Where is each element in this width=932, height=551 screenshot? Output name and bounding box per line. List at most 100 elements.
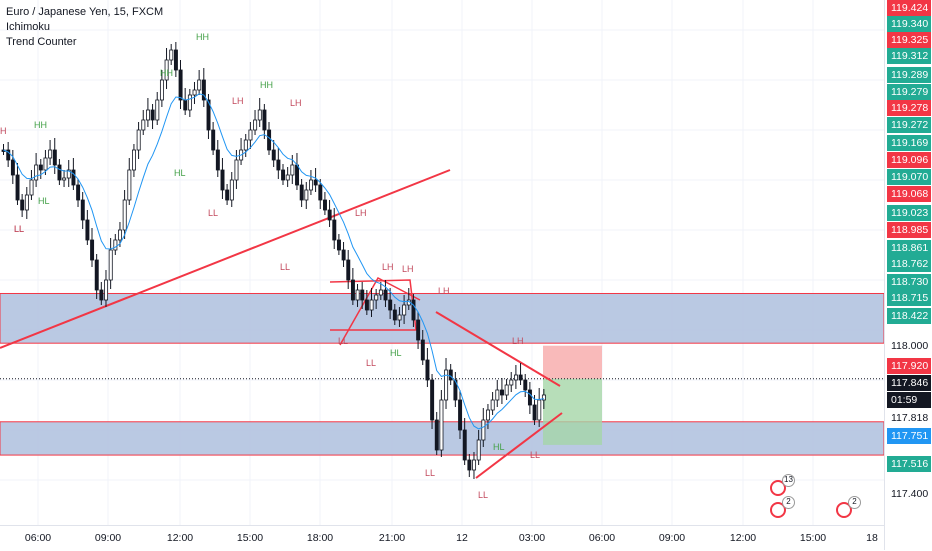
indicator-ichimoku[interactable]: Ichimoku [6, 21, 51, 33]
candle-body [383, 289, 388, 301]
candle-body [285, 174, 290, 181]
candle-body [257, 109, 262, 121]
candle-body [80, 199, 85, 221]
candle-body [192, 89, 197, 96]
event-badge[interactable] [770, 502, 786, 518]
swing-marker: HH [196, 32, 209, 42]
price-label: 119.169 [887, 135, 931, 151]
price-label: 119.325 [887, 32, 931, 48]
time-label: 12:00 [729, 532, 757, 544]
event-count: 2 [848, 496, 861, 509]
swing-marker: LL [280, 262, 291, 272]
swing-marker: LH [232, 96, 244, 106]
candle-body [537, 399, 542, 421]
price-label: 118.861 [887, 240, 931, 256]
swing-marker: LH [355, 208, 367, 218]
candle-body [29, 179, 34, 196]
price-label: 119.068 [887, 186, 931, 202]
candle-body [346, 259, 351, 281]
candle-body [336, 239, 341, 251]
price-label: 118.422 [887, 308, 931, 324]
candle-body [411, 299, 416, 321]
candle-body [248, 129, 253, 141]
swing-marker: LL [530, 450, 541, 460]
candle-body [206, 99, 211, 131]
candle-body [132, 149, 136, 171]
candle-body [220, 169, 225, 191]
chart-area[interactable]: Euro / Japanese Yen, 15, FXCM Ichimoku T… [0, 0, 884, 525]
time-label: 18:00 [306, 532, 334, 544]
time-axis[interactable]: 06:00 09:00 12:00 15:00 18:00 21:00 12 03:00 06:… [0, 525, 884, 551]
candle-body [146, 109, 150, 121]
candle-body [24, 194, 29, 211]
candle-body [34, 164, 39, 181]
candle-body [197, 79, 202, 91]
candle-body [295, 164, 300, 186]
price-label: 117.751 [887, 428, 931, 444]
candle-body [94, 259, 99, 291]
candle-body [118, 229, 123, 241]
candle-body [392, 309, 397, 321]
candle-body [425, 359, 430, 381]
time-label: 21:00 [378, 532, 406, 544]
trend-line-descending [435, 311, 561, 387]
event-badge[interactable] [770, 480, 786, 496]
event-count: 13 [782, 474, 795, 487]
candle-body [113, 239, 118, 251]
symbol-title: Euro / Japanese Yen, 15, FXCM [6, 6, 164, 18]
candle-body [476, 439, 481, 461]
candle-body [472, 459, 477, 471]
swing-marker: LH [290, 98, 302, 108]
swing-marker: LL [478, 490, 489, 500]
candle-body [355, 289, 360, 301]
candle-body [481, 419, 486, 441]
candle-body [229, 179, 234, 201]
candle-body [495, 389, 500, 401]
candle-body [439, 399, 444, 451]
swing-marker: LL [366, 358, 377, 368]
time-label: 12:00 [166, 532, 194, 544]
pattern-line [339, 276, 421, 346]
swing-marker: LL [338, 336, 349, 346]
price-label: 119.023 [887, 205, 931, 221]
candle-body [71, 169, 76, 186]
candle-body [490, 399, 495, 411]
indicator-trend-counter[interactable]: Trend Counter [6, 36, 77, 48]
candle-body [532, 404, 537, 421]
swing-marker: HH [160, 68, 173, 78]
price-chart[interactable] [0, 0, 884, 525]
price-label: 119.424 [887, 0, 931, 16]
candle-body [201, 79, 206, 101]
time-label: 15:00 [236, 532, 264, 544]
event-badge[interactable] [836, 502, 852, 518]
candle-body [388, 299, 393, 311]
swing-marker: HL [390, 348, 402, 358]
candle-body [527, 389, 532, 406]
candle-body [234, 159, 239, 181]
time-label: 15:00 [799, 532, 827, 544]
swing-marker: HL [38, 196, 50, 206]
candle-body [159, 79, 164, 101]
candle-body [523, 379, 528, 391]
candle-body [15, 174, 20, 201]
candle-body [57, 164, 62, 181]
trend-line-ascending [0, 169, 451, 349]
candle-body [90, 239, 95, 261]
price-label: 119.312 [887, 48, 931, 64]
candle-body [141, 119, 146, 131]
candle-body [430, 379, 435, 421]
candle-body [500, 389, 504, 396]
price-label: 118.000 [891, 340, 929, 352]
candle-body [48, 149, 53, 159]
price-label: 119.340 [887, 16, 931, 32]
event-count: 2 [782, 496, 795, 509]
swing-marker: LH [512, 336, 524, 346]
candle-body [52, 149, 57, 166]
candle-body [462, 429, 467, 461]
price-axis[interactable]: 119.424 119.340 119.325 119.312 119.289 119.2… [884, 0, 932, 550]
time-label: 09:00 [94, 532, 122, 544]
swing-marker: LL [14, 224, 25, 234]
candle-body [509, 379, 514, 386]
price-label: 118.985 [887, 222, 931, 238]
price-label: 119.272 [887, 117, 931, 133]
